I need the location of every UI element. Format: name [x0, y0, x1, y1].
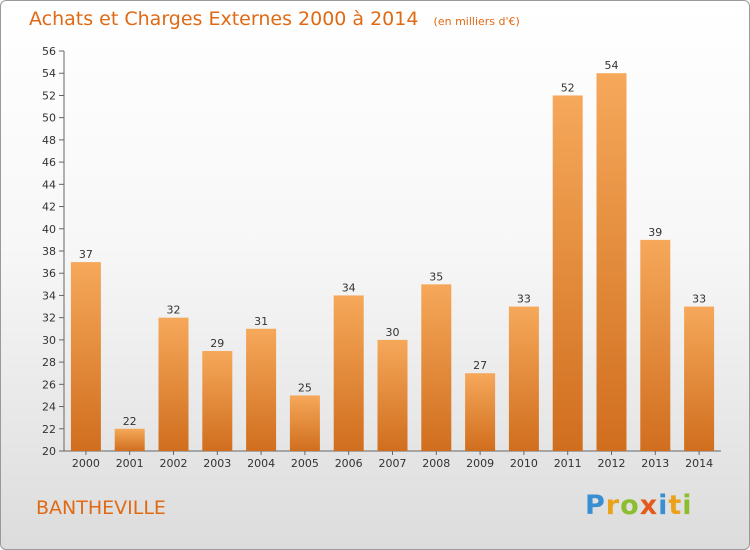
y-tick-label: 42: [42, 201, 56, 214]
bar-2004: [246, 328, 277, 451]
y-tick-label: 40: [42, 223, 56, 236]
logo-letter: x: [639, 490, 659, 521]
logo-letter: t: [668, 490, 683, 521]
value-label-2007: 30: [386, 326, 400, 339]
x-tick-label-2010: 2010: [510, 457, 538, 470]
value-label-2012: 54: [605, 59, 619, 72]
x-tick-label-2003: 2003: [203, 457, 231, 470]
bar-2008: [421, 284, 452, 451]
logo-letter: P: [585, 490, 606, 521]
x-tick-label-2008: 2008: [422, 457, 450, 470]
chart-title: Achats et Charges Externes 2000 à 2014 (…: [29, 8, 520, 30]
x-tick-label-2007: 2007: [379, 457, 407, 470]
y-tick-label: 44: [42, 178, 56, 191]
bar-2013: [640, 239, 671, 451]
y-tick-label: 56: [42, 45, 56, 58]
bar-2010: [508, 306, 539, 451]
x-tick-label-2006: 2006: [335, 457, 363, 470]
x-tick-label-2013: 2013: [641, 457, 669, 470]
title-unit: (en milliers d'€): [433, 15, 520, 28]
logo-letter: i: [682, 490, 693, 521]
y-tick-label: 28: [42, 356, 56, 369]
x-tick-label-2005: 2005: [291, 457, 319, 470]
x-tick-label-2000: 2000: [72, 457, 100, 470]
x-tick-label-2004: 2004: [247, 457, 275, 470]
y-tick-label: 52: [42, 89, 56, 102]
y-tick-label: 48: [42, 134, 56, 147]
value-label-2003: 29: [210, 337, 224, 350]
proxiti-logo[interactable]: Proxiti: [585, 490, 693, 521]
logo-letter: o: [620, 490, 640, 521]
y-tick-label: 20: [42, 445, 56, 458]
x-tick-label-2002: 2002: [160, 457, 188, 470]
value-label-2004: 31: [254, 315, 268, 328]
y-tick-label: 36: [42, 267, 56, 280]
value-label-2002: 32: [167, 304, 181, 317]
value-label-2014: 33: [692, 293, 706, 306]
x-tick-label-2014: 2014: [685, 457, 713, 470]
title-text: Achats et Charges Externes 2000 à 2014: [29, 8, 419, 30]
y-tick-label: 30: [42, 334, 56, 347]
x-tick-label-2011: 2011: [554, 457, 582, 470]
bar-2003: [202, 351, 233, 451]
value-label-2008: 35: [429, 270, 443, 283]
y-tick-label: 50: [42, 112, 56, 125]
bar-2009: [465, 373, 496, 451]
value-label-2013: 39: [648, 226, 662, 239]
y-tick-label: 24: [42, 401, 56, 414]
y-tick-label: 46: [42, 156, 56, 169]
bar-2005: [289, 395, 320, 451]
bar-2000: [70, 262, 101, 451]
bar-2002: [158, 317, 189, 451]
bar-2001: [114, 428, 145, 451]
value-label-2000: 37: [79, 248, 93, 261]
logo-letter: r: [605, 490, 621, 521]
value-label-2005: 25: [298, 381, 312, 394]
y-tick-label: 38: [42, 245, 56, 258]
logo-letter: i: [658, 490, 669, 521]
x-tick-label-2009: 2009: [466, 457, 494, 470]
x-tick-label-2001: 2001: [116, 457, 144, 470]
value-label-2009: 27: [473, 359, 487, 372]
y-tick-label: 26: [42, 378, 56, 391]
bars: [70, 73, 715, 451]
bar-2006: [333, 295, 364, 451]
y-tick-label: 32: [42, 312, 56, 325]
x-tick-label-2012: 2012: [598, 457, 626, 470]
data-labels: 37 22 32 29 31 25 34 30 35 27 33 52 54 39 33: [79, 59, 706, 428]
value-label-2001: 22: [123, 415, 137, 428]
commune-name: BANTHEVILLE: [36, 497, 166, 519]
y-tick-label: 34: [42, 289, 56, 302]
bar-2007: [377, 339, 408, 451]
y-tick-label: 54: [42, 67, 56, 80]
value-label-2010: 33: [517, 293, 531, 306]
bar-2014: [684, 306, 715, 451]
value-label-2006: 34: [342, 281, 356, 294]
bar-2012: [596, 73, 627, 451]
value-label-2011: 52: [561, 81, 575, 94]
y-tick-label: 22: [42, 423, 56, 436]
bar-2011: [552, 95, 583, 451]
